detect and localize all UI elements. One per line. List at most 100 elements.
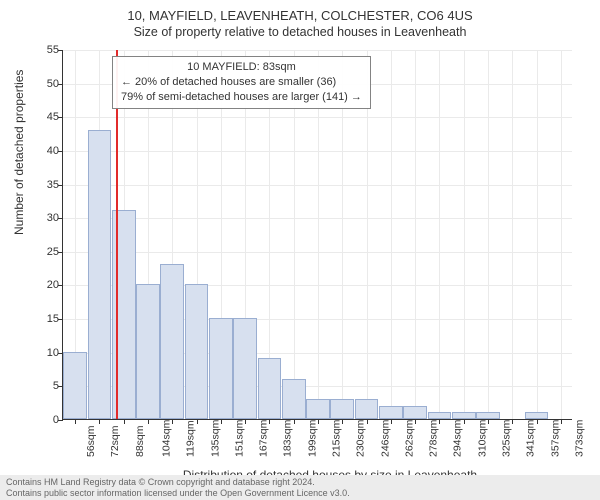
y-tick-mark [58,151,63,152]
x-tick-label: 119sqm [185,420,197,457]
gridline-vertical [464,50,465,419]
x-tick-label: 183sqm [282,420,294,457]
x-tick-label: 151sqm [234,420,246,457]
y-tick-mark [58,84,63,85]
histogram-bar [428,412,452,419]
y-tick-label: 55 [31,44,59,56]
x-tick-label: 72sqm [109,425,121,457]
y-tick-label: 30 [31,212,59,224]
y-tick-label: 0 [31,414,59,426]
x-tick-label: 167sqm [258,420,270,457]
page-title: 10, MAYFIELD, LEAVENHEATH, COLCHESTER, C… [0,0,600,23]
info-line-3: 79% of semi-detached houses are larger (… [121,90,362,105]
y-tick-label: 10 [31,347,59,359]
y-tick-label: 15 [31,313,59,325]
x-tick-mark [221,419,222,424]
gridline-vertical [391,50,392,419]
x-tick-label: 56sqm [85,425,97,457]
y-tick-mark [58,218,63,219]
y-tick-label: 40 [31,145,59,157]
y-tick-mark [58,285,63,286]
x-tick-label: 325sqm [501,420,513,457]
footer: Contains HM Land Registry data © Crown c… [0,475,600,500]
x-tick-label: 246sqm [379,420,391,457]
info-line-1: 10 MAYFIELD: 83sqm [121,60,362,75]
x-tick-mark [172,419,173,424]
x-tick-mark [391,419,392,424]
y-tick-mark [58,117,63,118]
histogram-bar [403,406,427,419]
footer-line-2: Contains public sector information licen… [6,488,594,498]
x-tick-label: 215sqm [331,420,343,457]
histogram-bar [209,318,233,419]
y-tick-label: 20 [31,279,59,291]
histogram-bar [306,399,330,419]
y-tick-label: 5 [31,380,59,392]
y-tick-mark [58,319,63,320]
y-tick-mark [58,252,63,253]
histogram-bar [379,406,403,419]
histogram-bar [63,352,87,419]
x-tick-label: 88sqm [133,425,145,457]
x-tick-mark [512,419,513,424]
info-line-2: ← 20% of detached houses are smaller (36… [121,75,362,90]
x-tick-mark [561,419,562,424]
x-tick-mark [245,419,246,424]
x-tick-label: 341sqm [525,420,537,457]
x-tick-label: 230sqm [355,420,367,457]
gridline-vertical [561,50,562,419]
x-tick-mark [342,419,343,424]
footer-line-1: Contains HM Land Registry data © Crown c… [6,477,594,487]
x-tick-label: 262sqm [404,420,416,457]
x-tick-mark [124,419,125,424]
gridline-vertical [488,50,489,419]
gridline-vertical [439,50,440,419]
histogram-bar [160,264,184,419]
y-tick-mark [58,185,63,186]
x-tick-mark [367,419,368,424]
y-tick-label: 25 [31,246,59,258]
x-tick-label: 310sqm [476,420,488,457]
histogram-bar [258,358,282,419]
page-subtitle: Size of property relative to detached ho… [0,23,600,39]
x-tick-mark [464,419,465,424]
histogram-bar [355,399,379,419]
x-tick-mark [148,419,149,424]
y-tick-label: 50 [31,78,59,90]
histogram-bar [525,412,549,419]
x-tick-label: 357sqm [549,420,561,457]
y-tick-mark [58,50,63,51]
gridline-vertical [537,50,538,419]
histogram-bar [476,412,500,419]
histogram-bar [185,284,209,419]
x-tick-label: 199sqm [306,420,318,457]
histogram-bar [136,284,160,419]
x-tick-mark [269,419,270,424]
x-tick-mark [294,419,295,424]
histogram-bar [282,379,306,419]
histogram-bar [112,210,136,419]
histogram-bar [233,318,257,419]
x-tick-label: 294sqm [452,420,464,457]
x-tick-mark [415,419,416,424]
y-tick-mark [58,420,63,421]
x-tick-mark [488,419,489,424]
x-tick-mark [537,419,538,424]
x-tick-mark [99,419,100,424]
histogram-bar [330,399,354,419]
histogram-bar [88,130,112,419]
info-box: 10 MAYFIELD: 83sqm ← 20% of detached hou… [112,56,371,109]
x-tick-mark [197,419,198,424]
x-tick-label: 278sqm [428,420,440,457]
x-tick-mark [439,419,440,424]
histogram-bar [452,412,476,419]
x-tick-label: 104sqm [161,420,173,457]
x-tick-mark [318,419,319,424]
x-tick-label: 373sqm [574,420,586,457]
x-tick-label: 135sqm [209,420,221,457]
x-tick-mark [75,419,76,424]
y-axis-label: Number of detached properties [12,70,26,235]
chart-area: 051015202530354045505556sqm72sqm88sqm104… [62,50,572,420]
y-tick-label: 35 [31,179,59,191]
y-tick-label: 45 [31,111,59,123]
